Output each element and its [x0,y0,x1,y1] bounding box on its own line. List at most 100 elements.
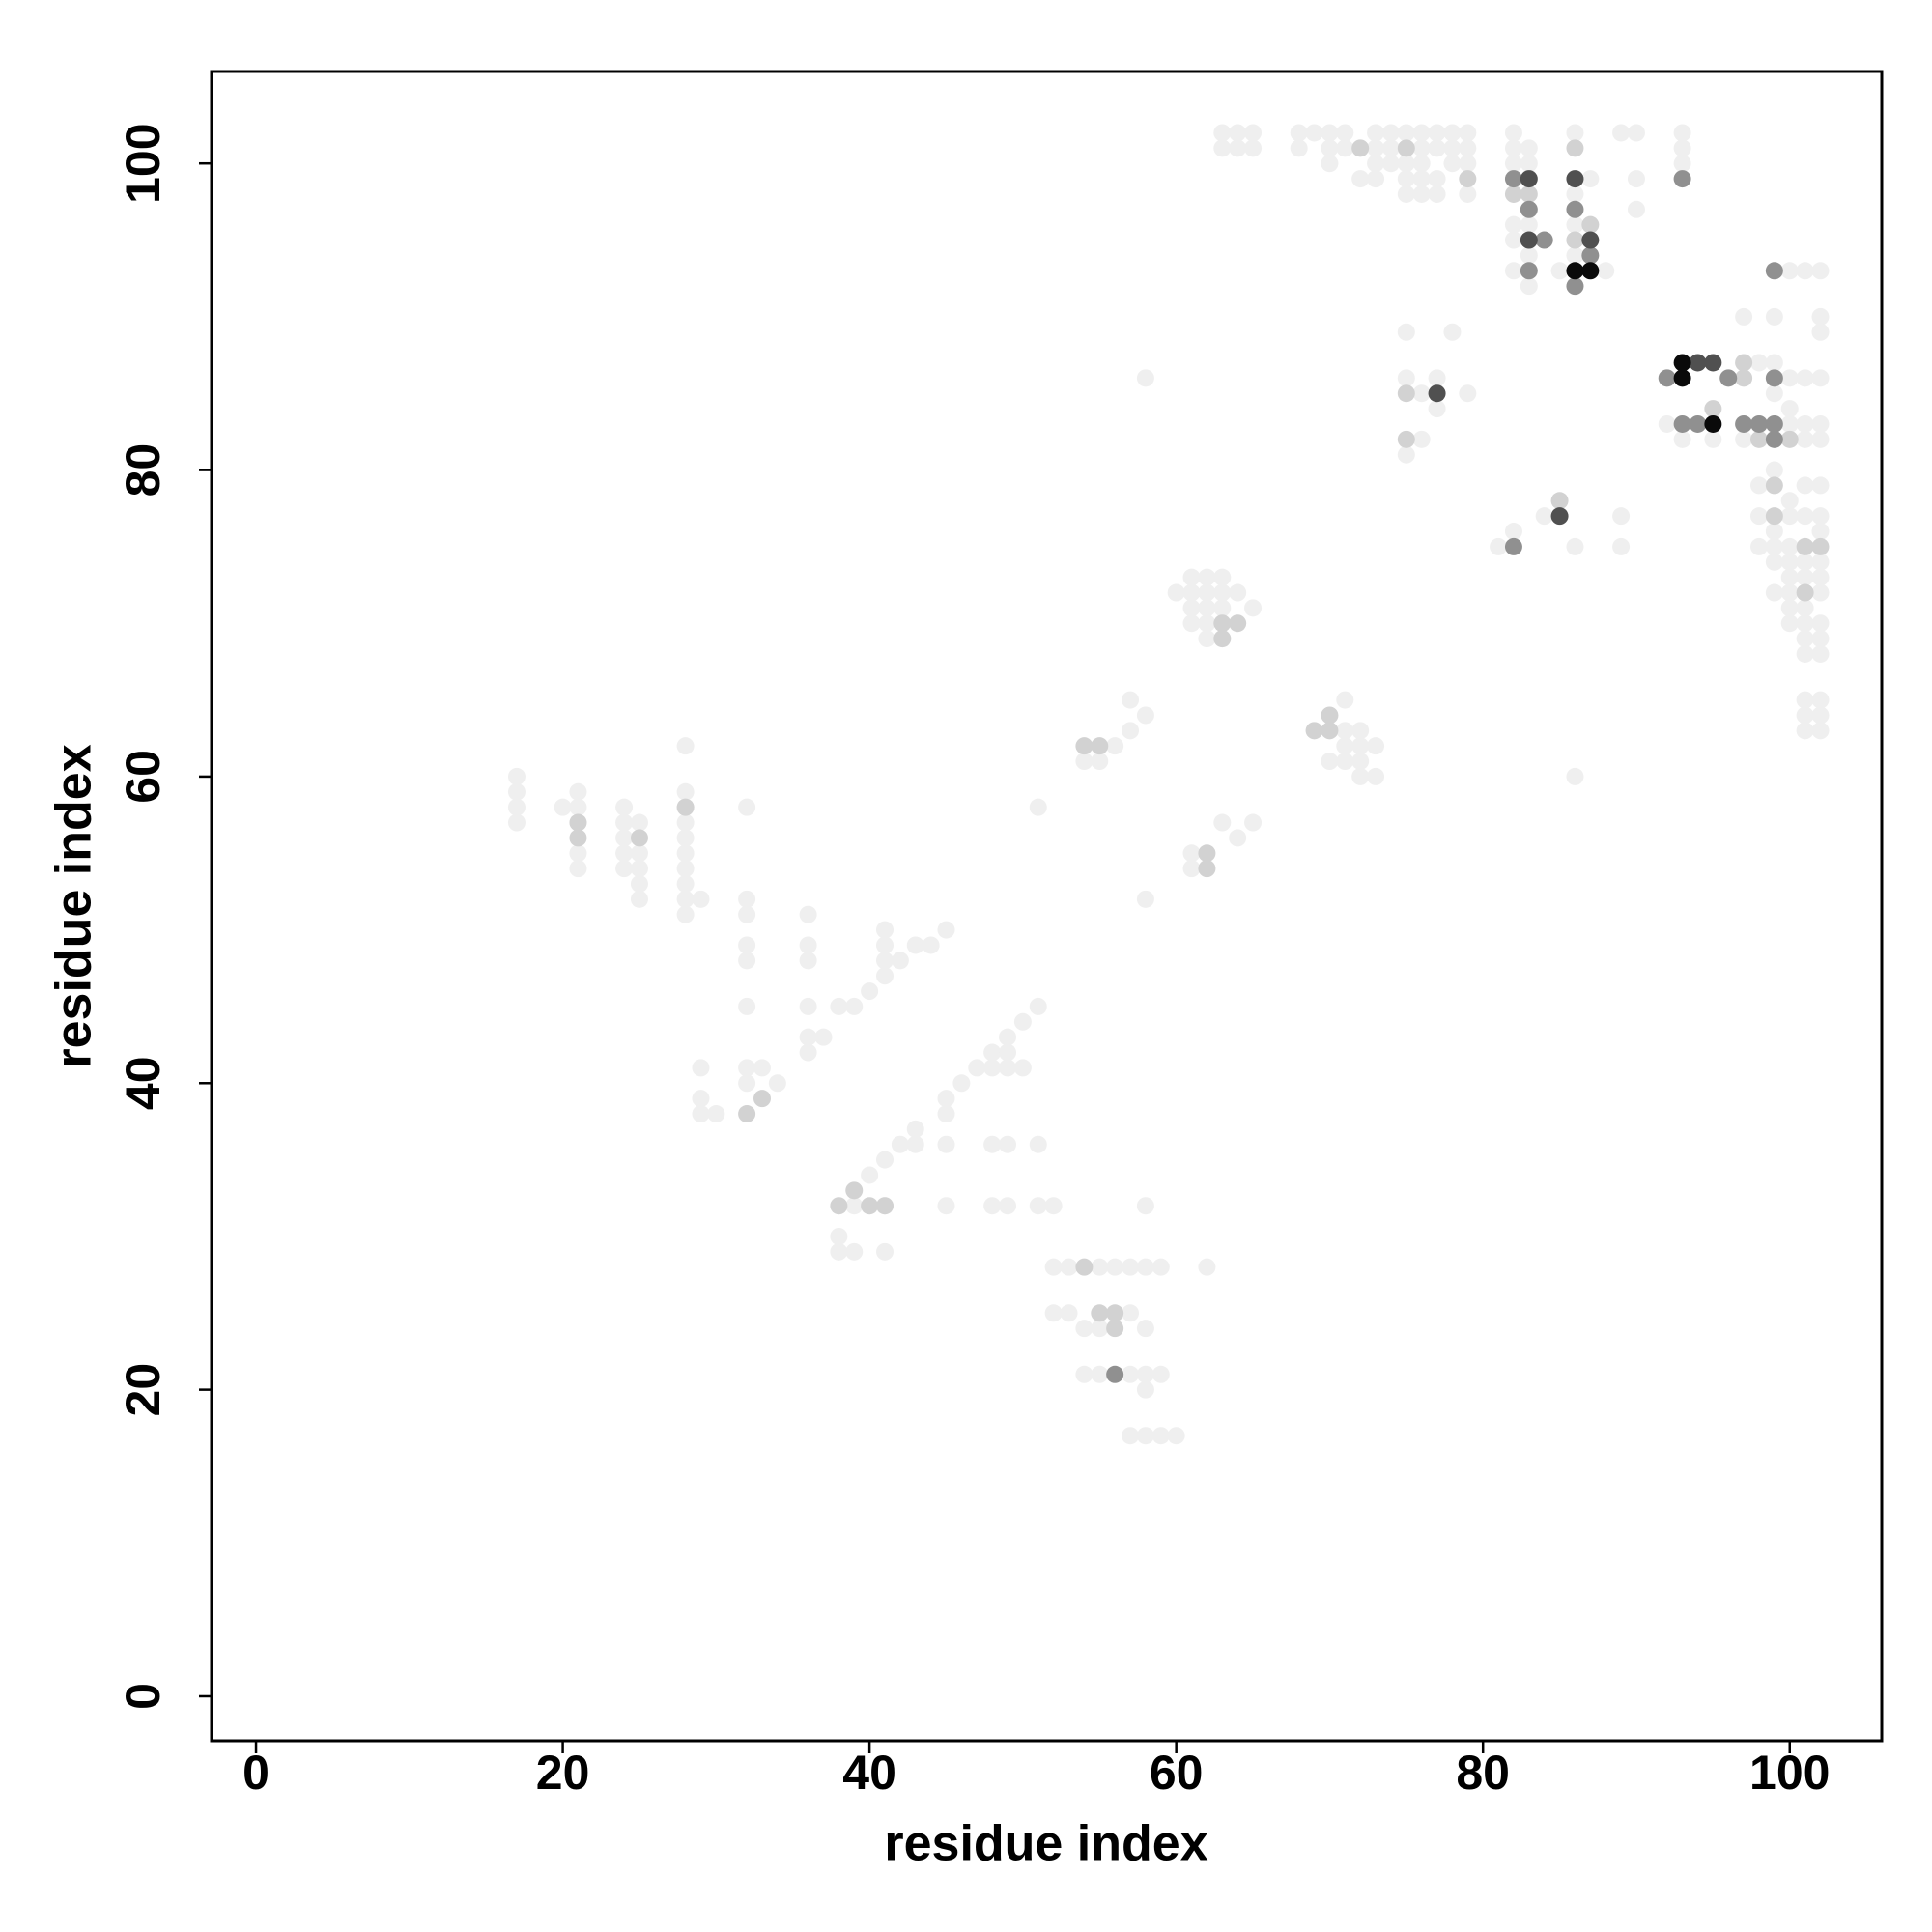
point [999,1043,1017,1062]
point [999,1028,1017,1046]
point [1367,767,1385,785]
point [1397,139,1415,157]
point [1581,215,1600,234]
point [1106,1304,1124,1322]
point [1321,124,1339,142]
point [937,1135,955,1153]
point [1305,722,1323,740]
point [707,1105,725,1123]
point [1566,262,1584,280]
plot-border [210,70,1884,1743]
point [1581,246,1600,265]
point [676,890,695,908]
point [1367,170,1385,188]
point [1811,583,1830,602]
point [1749,507,1768,526]
point [1504,537,1522,555]
point [1550,507,1569,526]
point [1213,139,1232,157]
point [1029,1135,1047,1153]
point [1504,170,1522,188]
point [799,1028,817,1046]
point [1182,844,1201,863]
point [1520,139,1538,157]
point [1796,537,1814,555]
point [1796,262,1814,280]
point [1428,384,1446,403]
point [1765,461,1783,479]
point [1612,124,1631,142]
point [1796,568,1814,586]
point [1151,1258,1170,1276]
point [1765,537,1783,555]
point [891,1135,909,1153]
point [630,874,648,893]
point [615,798,634,816]
point [1780,553,1799,571]
point [1811,307,1830,326]
point [1811,568,1830,586]
point [1811,414,1830,433]
point [1765,369,1783,387]
point [1443,323,1462,341]
point [1336,691,1354,709]
point [1321,753,1339,771]
point [738,905,756,923]
point [1673,139,1691,157]
point [1136,1427,1154,1445]
point [768,1074,786,1093]
point [937,921,955,939]
y-tick-label: 20 [116,1363,170,1417]
point [1198,630,1216,648]
point [1397,124,1415,142]
point [1811,553,1830,571]
point [1321,706,1339,724]
point [1689,414,1707,433]
point [1336,124,1354,142]
point [1213,614,1232,633]
point [1566,200,1584,218]
point [1780,599,1799,617]
point [983,1059,1002,1077]
point [1765,523,1783,541]
point [1412,384,1431,403]
point [1336,139,1354,157]
point [676,844,695,863]
point [1704,414,1722,433]
point [1566,277,1584,296]
point [1658,414,1676,433]
point [569,844,587,863]
y-tick-label: 40 [116,1056,170,1110]
point [738,1074,756,1093]
point [1229,583,1247,602]
point [554,798,572,816]
point [1136,890,1154,908]
point [1428,185,1446,203]
point [1428,369,1446,387]
point [1566,139,1584,157]
point [845,1197,864,1215]
point [1044,1197,1063,1215]
point [1060,1258,1078,1276]
point [1229,614,1247,633]
point [1566,215,1584,234]
point [1151,1365,1170,1383]
point [1459,139,1477,157]
point [1796,583,1814,602]
point [676,737,695,755]
point [1106,1365,1124,1383]
point [1535,507,1553,526]
point [1780,262,1799,280]
point [1412,139,1431,157]
x-tick-label: 0 [242,1746,270,1800]
point [738,936,756,954]
point [1029,798,1047,816]
point [1381,124,1400,142]
point [875,1197,894,1215]
point [1367,737,1385,755]
point [1136,1320,1154,1338]
point [1075,1320,1094,1338]
point [1459,124,1477,142]
point [1167,583,1185,602]
point [1765,507,1783,526]
